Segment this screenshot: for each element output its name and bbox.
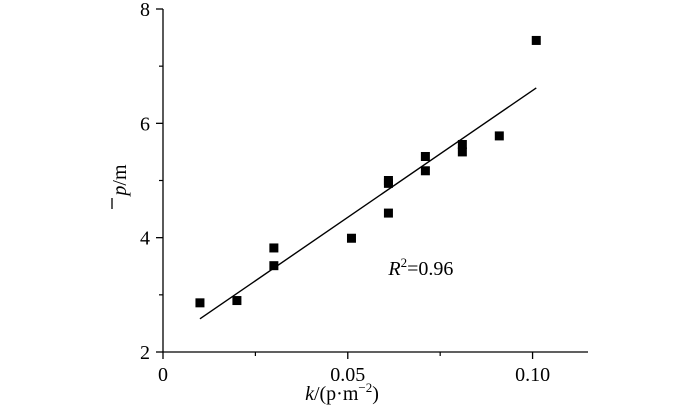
regression-line <box>199 87 537 320</box>
data-point <box>531 35 541 45</box>
y-tick-label: 8 <box>140 0 150 21</box>
data-point <box>269 261 279 271</box>
data-point <box>420 151 430 161</box>
data-point <box>269 243 279 253</box>
data-point <box>457 139 467 149</box>
data-point <box>383 208 393 218</box>
axis-ticks: 2 4 6 8 0 0.05 0.10 <box>140 0 550 386</box>
x-tick-label: 0.10 <box>515 364 550 386</box>
data-point <box>346 233 356 243</box>
data-point <box>232 296 242 306</box>
r-squared-exponent: 2 <box>401 255 408 270</box>
x-axis-unit-exponent: −2 <box>358 380 372 395</box>
x-axis-label: k/(p·m−2) <box>305 380 379 405</box>
r-squared-annotation: R2=0.96 <box>387 255 453 280</box>
r-squared-value: =0.96 <box>407 258 453 280</box>
data-point <box>457 147 467 157</box>
x-axis-unit: /(p·m <box>314 383 359 405</box>
r-squared-variable: R <box>387 258 400 280</box>
x-axis-unit-close: ) <box>372 383 379 405</box>
y-axis-variable: p <box>109 186 131 198</box>
data-point <box>195 298 205 308</box>
y-tick-label: 6 <box>140 113 150 135</box>
data-point <box>383 178 393 188</box>
data-point <box>494 131 504 141</box>
x-axis-variable: k <box>305 383 315 405</box>
fit-line <box>199 87 537 320</box>
y-tick-label: 2 <box>140 342 150 364</box>
data-points <box>195 35 541 308</box>
y-axis-label: p/m <box>109 164 131 198</box>
y-tick-label: 4 <box>140 228 150 250</box>
x-tick-label: 0 <box>158 364 168 386</box>
y-axis-unit: /m <box>109 164 131 186</box>
x-tick-label: 0.05 <box>330 364 365 386</box>
data-point <box>420 166 430 176</box>
